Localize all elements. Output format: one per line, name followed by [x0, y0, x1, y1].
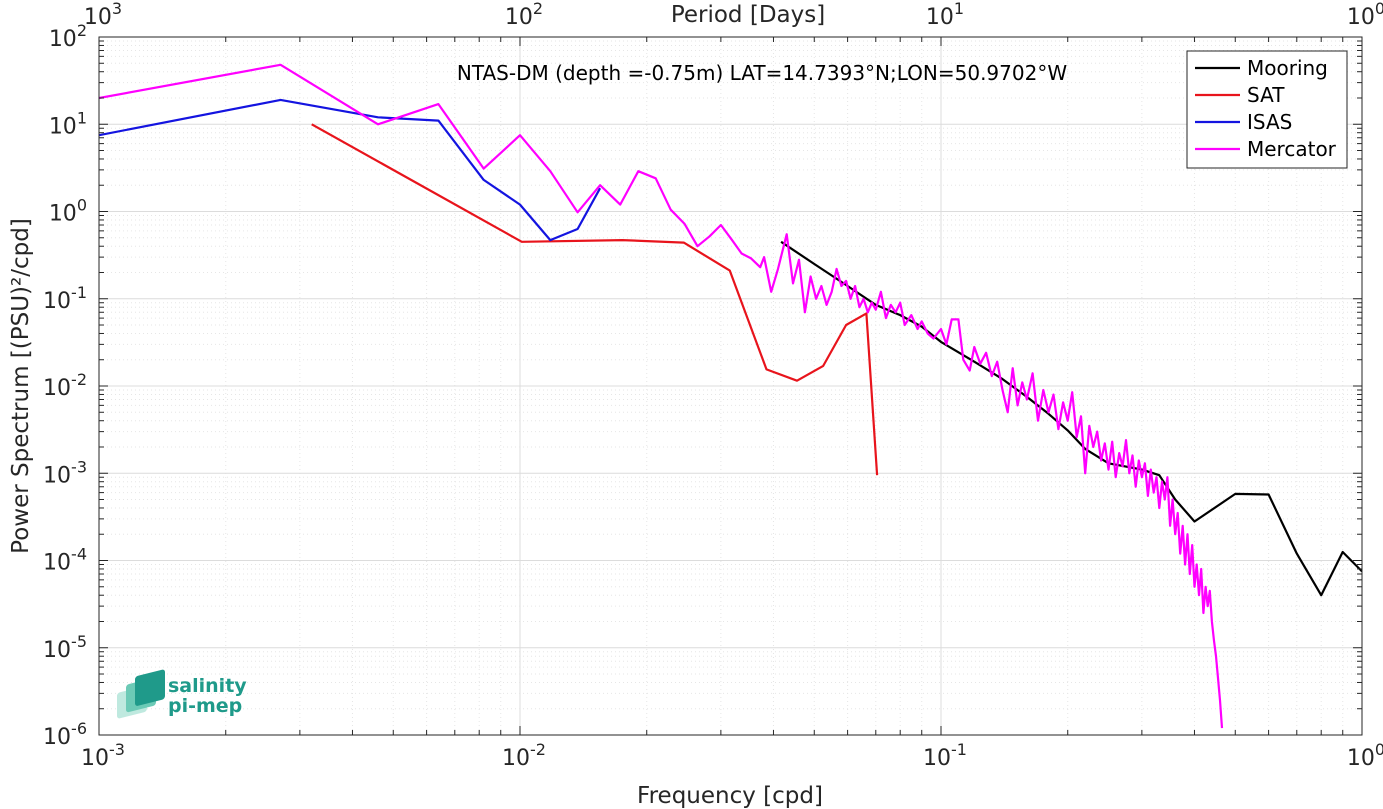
series-line-mercator: [99, 63, 1224, 729]
legend-label-mercator: Mercator: [1247, 137, 1337, 161]
x2-axis-title: Period [Days]: [671, 2, 825, 28]
y-tick-label: 10-6: [43, 719, 87, 750]
x2-tick-label: 102: [505, 0, 543, 30]
y-tick-label: 10-5: [43, 632, 87, 663]
x2-tick-label: 101: [926, 0, 964, 30]
logo-sheet-1: [135, 669, 165, 706]
legend: Mooring SAT ISAS Mercator: [1186, 50, 1348, 169]
series-line-sat: [311, 123, 879, 476]
legend-label-isas: ISAS: [1247, 110, 1292, 134]
chart-title: NTAS-DM (depth =-0.75m) LAT=14.7393°N;LO…: [457, 61, 1067, 85]
x-tick-label: 10-1: [923, 740, 967, 771]
y-tick-label: 102: [49, 21, 87, 52]
y-tick-label: 10-3: [43, 457, 87, 488]
y-tick-label: 10-1: [43, 283, 87, 314]
y-tick-label: 100: [49, 196, 87, 227]
logo-line-1: salinity: [168, 675, 247, 697]
x-axis-title: Frequency [cpd]: [637, 783, 823, 809]
series-line-mooring: [780, 240, 1362, 597]
y-tick-label: 101: [49, 108, 87, 139]
y-axis-title: Power Spectrum [(PSU)²/cpd]: [8, 218, 34, 554]
series-line-isas: [99, 98, 602, 242]
y-tick-label: 10-4: [43, 545, 87, 576]
series-layer: [99, 63, 1362, 729]
legend-label-mooring: Mooring: [1247, 56, 1328, 80]
salinity-pi-mep-logo: salinity pi-mep: [117, 669, 247, 719]
legend-label-sat: SAT: [1247, 83, 1285, 107]
y-tick-label: 10-2: [43, 370, 87, 401]
logo-line-2: pi-mep: [168, 695, 242, 717]
x-tick-label: 10-3: [81, 740, 125, 771]
x2-tick-label: 103: [84, 0, 122, 30]
axis-ticks: [99, 37, 1362, 735]
x-tick-label: 100: [1347, 740, 1383, 771]
x-tick-label: 10-2: [502, 740, 546, 771]
x2-tick-label: 100: [1347, 0, 1383, 30]
